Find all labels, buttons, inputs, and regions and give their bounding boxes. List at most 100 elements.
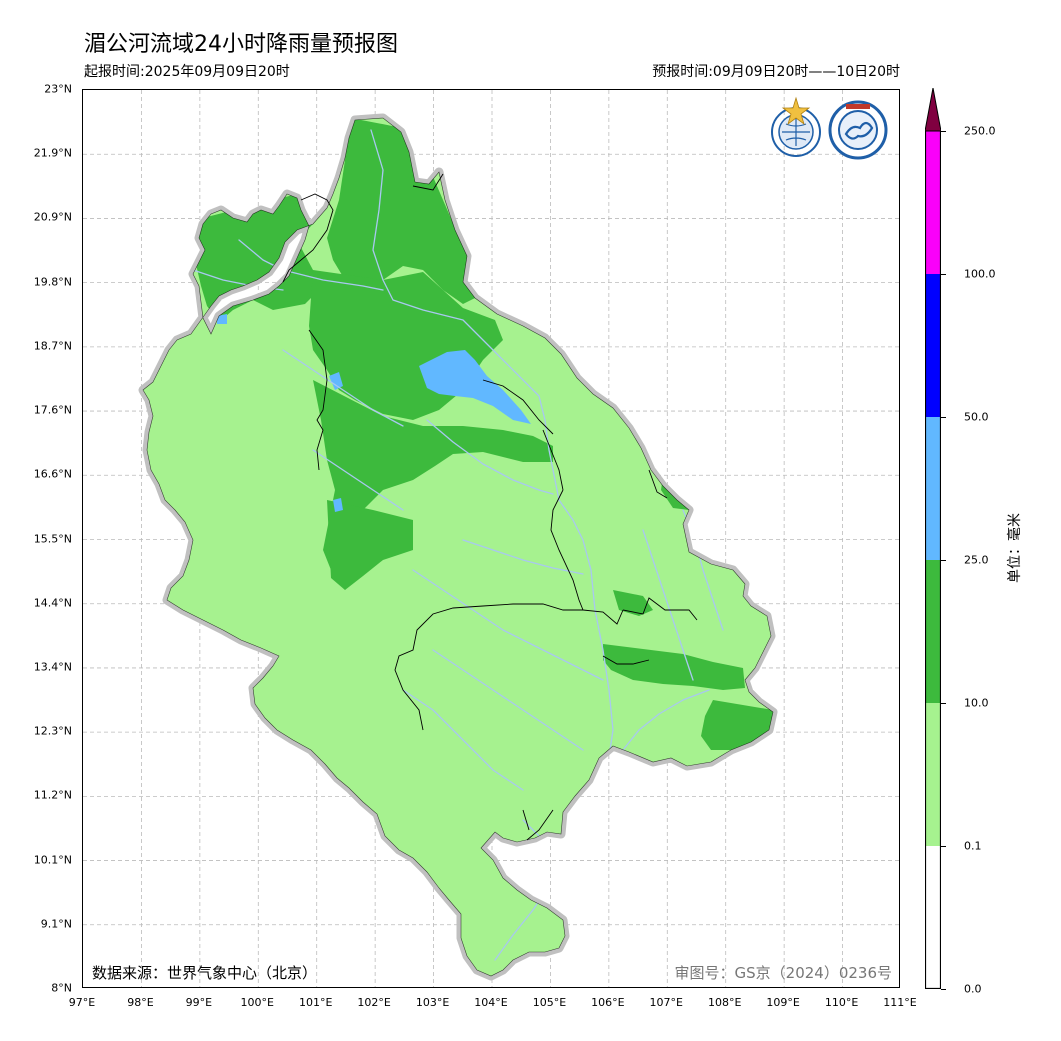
valid-time: 预报时间:09月09日20时——10日20时: [652, 64, 900, 80]
lat-tick-label: 23°N: [44, 82, 72, 96]
lat-tick-label: 17.6°N: [33, 403, 72, 417]
rainstorm-area: [217, 314, 227, 324]
border-line: [602, 655, 650, 665]
country-borders: [142, 117, 774, 977]
colorbar-level-label: 250.0: [964, 124, 996, 138]
colorbar-level-label: 100.0: [964, 267, 996, 281]
colorbar-tick: [941, 130, 946, 132]
lat-tick-label: 8°N: [51, 981, 72, 995]
lat-tick-label: 11.2°N: [33, 788, 72, 802]
colorbar-level-label: 0.1: [964, 839, 982, 853]
colorbar-segment: [925, 274, 941, 417]
rainstorm-area: [333, 498, 343, 512]
lat-tick-label: 12.3°N: [33, 724, 72, 738]
colorbar-level-label: 50.0: [964, 410, 989, 424]
river-line: [642, 529, 694, 681]
river-line: [622, 689, 710, 751]
basin-border-line: [142, 117, 774, 977]
colorbar-level-label: 10.0: [964, 696, 989, 710]
lat-tick-label: 14.4°N: [33, 596, 72, 610]
basin-map: [83, 90, 899, 987]
lon-tick-label: 101°E: [298, 996, 333, 1009]
colorbar-tick: [941, 702, 946, 704]
colorbar-segment: [925, 417, 941, 560]
issue-time: 起报时间:2025年09月09日20时: [84, 64, 290, 80]
lon-tick-label: 108°E: [707, 996, 742, 1009]
border-line: [648, 469, 668, 499]
border-line: [394, 489, 584, 731]
rainstorm-area: [329, 372, 343, 390]
rainstorm-areas: [217, 314, 531, 512]
river-line: [412, 569, 604, 681]
lat-tick-label: 19.8°N: [33, 275, 72, 289]
lon-tick-label: 111°E: [883, 996, 917, 1009]
border-line: [412, 173, 444, 191]
lon-tick-label: 97°E: [68, 996, 96, 1009]
heavy-rain-area: [313, 380, 553, 580]
wmo-logo-icon: [771, 96, 821, 157]
river-line: [282, 349, 404, 427]
page-title: 湄公河流域24小时降雨量预报图: [84, 32, 398, 57]
border-line: [522, 809, 530, 831]
lon-tick-label: 100°E: [240, 996, 275, 1009]
colorbar-segment: [925, 703, 941, 846]
heavy-rain-area: [489, 256, 563, 292]
colorbar-segment: [925, 560, 941, 703]
colorbar-unit: 单位：毫米: [1007, 513, 1023, 583]
data-source-label: 数据来源：世界气象中心（北京）: [92, 964, 318, 982]
lat-tick-label: 10.1°N: [33, 853, 72, 867]
border-line: [622, 597, 698, 621]
colorbar-segment: [925, 131, 941, 274]
border-line: [542, 429, 564, 491]
lat-tick-label: 9.1°N: [40, 917, 72, 931]
colorbar-tick: [941, 273, 946, 275]
lon-tick-label: 102°E: [357, 996, 391, 1009]
map-review-number: 审图号：GS京（2024）0236号: [674, 964, 893, 982]
colorbar-level-label: 25.0: [964, 553, 989, 567]
lon-tick-label: 98°E: [127, 996, 154, 1009]
heavy-rain-area: [613, 590, 653, 616]
river-line: [432, 649, 584, 751]
river-line: [402, 689, 524, 791]
colorbar-tick: [941, 559, 946, 561]
river-line: [238, 239, 384, 291]
lat-tick-label: 20.9°N: [33, 210, 72, 224]
lat-tick-label: 15.5°N: [33, 532, 72, 545]
colorbar-tick: [941, 845, 946, 847]
colorbar-extend-triangle: [925, 88, 941, 132]
lon-tick-label: 107°E: [649, 996, 684, 1009]
river-line: [312, 449, 404, 511]
colorbar-segment: [925, 846, 941, 989]
heavy-rain-area: [195, 194, 323, 322]
colorbar-border: [925, 131, 941, 989]
lon-tick-label: 109°E: [766, 996, 800, 1009]
border-line: [526, 809, 554, 841]
basin-fill-light-rain: [143, 118, 773, 976]
lon-tick-label: 99°E: [185, 996, 213, 1009]
colorbar: [925, 88, 941, 989]
lat-tick-label: 13.4°N: [33, 660, 72, 674]
rainstorm-area: [419, 350, 531, 424]
lon-tick-label: 104°E: [474, 996, 508, 1009]
map-frame: [82, 89, 900, 988]
border-line: [308, 329, 328, 471]
colorbar-tick: [941, 988, 946, 990]
heavy-rain-area: [603, 644, 745, 690]
lat-tick-label: 21.9°N: [33, 146, 72, 160]
border-line: [482, 379, 554, 435]
border-line: [582, 609, 624, 625]
lon-tick-label: 103°E: [415, 996, 450, 1009]
lon-tick-label: 106°E: [591, 996, 625, 1009]
lon-tick-label: 105°E: [532, 996, 567, 1009]
lat-tick-label: 16.6°N: [33, 467, 72, 481]
river-line: [426, 419, 554, 495]
heavy-rain-area: [701, 700, 773, 750]
cma-logo-icon: [828, 100, 888, 160]
colorbar-tick: [941, 416, 946, 418]
colorbar-level-label: 0.0: [964, 982, 982, 996]
heavy-rain-area: [327, 500, 413, 590]
lat-tick-label: 18.7°N: [33, 339, 72, 353]
heavy-rain-area: [327, 118, 475, 304]
river-line: [462, 539, 584, 575]
logos: [771, 96, 888, 160]
